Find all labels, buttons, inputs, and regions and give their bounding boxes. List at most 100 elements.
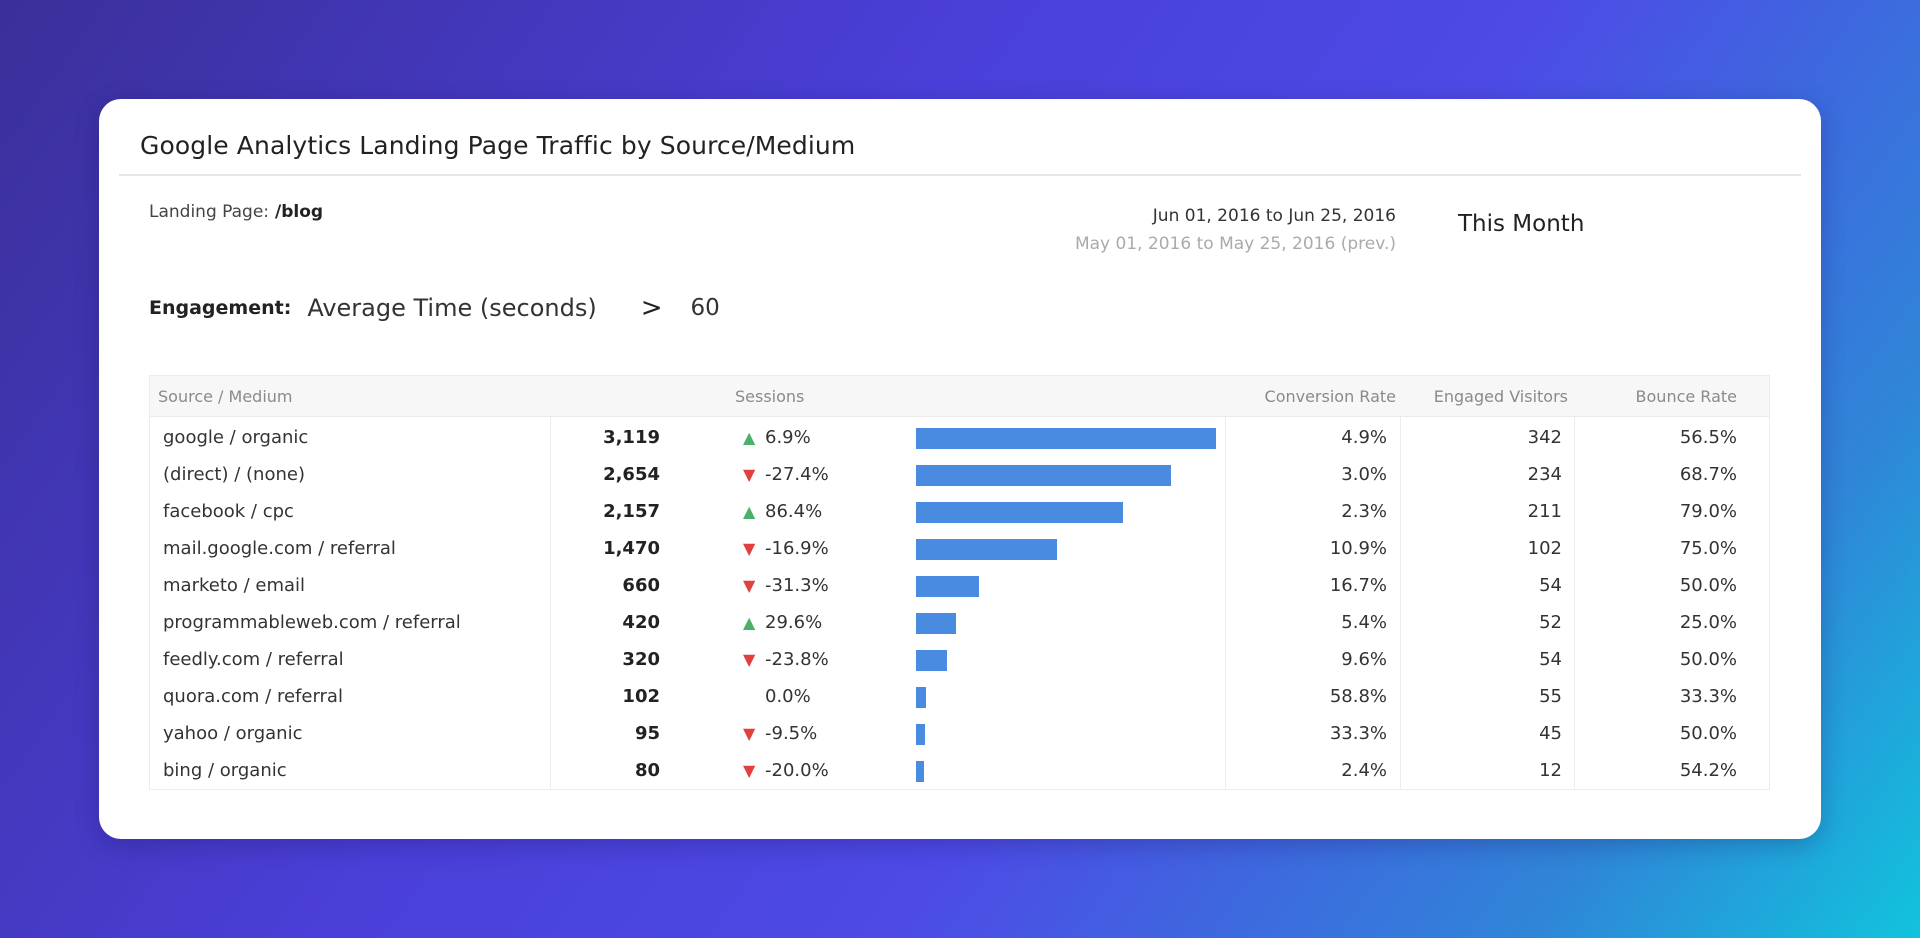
table-row[interactable]: bing / organic 80 ▼ -20.0% 2.4% 12 54.2% — [150, 752, 1769, 789]
conversion-rate: 58.8% — [1329, 686, 1387, 707]
engagement-filter: Engagement: Average Time (seconds) > 60 — [149, 293, 720, 323]
conversion-rate: 33.3% — [1329, 723, 1387, 744]
conversion-rate: 9.6% — [1341, 649, 1387, 670]
engaged-visitors: 342 — [1527, 427, 1562, 448]
change-value: 0.0% — [765, 686, 811, 707]
landing-page-label: Landing Page: — [149, 202, 270, 222]
table-row[interactable]: mail.google.com / referral 1,470 ▼ -16.9% 10… — [150, 530, 1769, 567]
sessions-value: 420 — [622, 612, 660, 633]
sessions-bar — [916, 687, 926, 708]
sessions-bar-track — [916, 761, 1216, 782]
engaged-visitors: 54 — [1539, 575, 1562, 596]
triangle-down-icon: ▼ — [743, 576, 756, 595]
sessions-bar — [916, 724, 926, 745]
sessions-bar-track — [916, 576, 1216, 597]
engaged-visitors: 54 — [1539, 649, 1562, 670]
engagement-threshold: 60 — [690, 295, 720, 321]
period-selector[interactable]: This Month — [1458, 211, 1585, 237]
source-medium: facebook / cpc — [163, 501, 294, 522]
engaged-visitors: 52 — [1539, 612, 1562, 633]
conversion-rate: 5.4% — [1341, 612, 1387, 633]
column-divider — [550, 376, 551, 789]
column-divider — [1400, 376, 1401, 789]
source-medium: bing / organic — [163, 760, 287, 781]
source-medium: feedly.com / referral — [163, 649, 344, 670]
sessions-bar-track — [916, 539, 1216, 560]
sessions-change: ▼ -27.4% — [743, 464, 829, 485]
title-divider — [119, 174, 1801, 176]
sessions-value: 1,470 — [603, 538, 660, 559]
header-engaged-visitors[interactable]: Engaged Visitors — [1433, 387, 1568, 406]
sessions-bar — [916, 650, 947, 671]
sessions-value: 2,157 — [603, 501, 660, 522]
bounce-rate: 25.0% — [1679, 612, 1737, 633]
header-bounce-rate[interactable]: Bounce Rate — [1635, 387, 1737, 406]
sessions-value: 80 — [634, 760, 660, 781]
sessions-bar — [916, 613, 957, 634]
engaged-visitors: 211 — [1527, 501, 1562, 522]
triangle-down-icon: ▼ — [743, 465, 756, 484]
conversion-rate: 16.7% — [1329, 575, 1387, 596]
table-row[interactable]: programmableweb.com / referral 420 ▲ 29.6% 5… — [150, 604, 1769, 641]
bounce-rate: 50.0% — [1679, 575, 1737, 596]
engaged-visitors: 12 — [1539, 760, 1562, 781]
header-sessions[interactable]: Sessions — [735, 387, 805, 406]
change-value: -20.0% — [765, 760, 829, 781]
traffic-table: Source / Medium Sessions Conversion Rate… — [149, 375, 1770, 790]
sessions-bar — [916, 576, 980, 597]
analytics-widget-card: Google Analytics Landing Page Traffic by… — [99, 99, 1821, 839]
bounce-rate: 56.5% — [1679, 427, 1737, 448]
conversion-rate: 2.4% — [1341, 760, 1387, 781]
sessions-change: ▼ -20.0% — [743, 760, 829, 781]
bounce-rate: 68.7% — [1679, 464, 1737, 485]
table-row[interactable]: google / organic 3,119 ▲ 6.9% 4.9% 342 56.5% — [150, 419, 1769, 456]
change-value: -16.9% — [765, 538, 829, 559]
sessions-bar-track — [916, 428, 1216, 449]
header-source[interactable]: Source / Medium — [158, 387, 293, 406]
table-header: Source / Medium Sessions Conversion Rate… — [150, 376, 1769, 417]
engagement-operator: > — [640, 293, 663, 323]
engaged-visitors: 55 — [1539, 686, 1562, 707]
sessions-bar — [916, 428, 1216, 449]
column-divider — [1574, 376, 1575, 789]
change-value: -9.5% — [765, 723, 818, 744]
engaged-visitors: 234 — [1527, 464, 1562, 485]
table-row[interactable]: quora.com / referral 102 0.0% 58.8% 55 33.3% — [150, 678, 1769, 715]
table-row[interactable]: (direct) / (none) 2,654 ▼ -27.4% 3.0% 234 68.7… — [150, 456, 1769, 493]
table-row[interactable]: feedly.com / referral 320 ▼ -23.8% 9.6% 54 50.… — [150, 641, 1769, 678]
sessions-bar — [916, 502, 1124, 523]
sessions-change: ▼ -16.9% — [743, 538, 829, 559]
table-row[interactable]: marketo / email 660 ▼ -31.3% 16.7% 54 50.0% — [150, 567, 1769, 604]
landing-page-value: /blog — [275, 202, 324, 222]
table-body: google / organic 3,119 ▲ 6.9% 4.9% 342 56.5% (d… — [150, 419, 1769, 789]
header-conversion-rate[interactable]: Conversion Rate — [1264, 387, 1396, 406]
table-row[interactable]: yahoo / organic 95 ▼ -9.5% 33.3% 45 50.0% — [150, 715, 1769, 752]
triangle-down-icon: ▼ — [743, 761, 756, 780]
source-medium: yahoo / organic — [163, 723, 303, 744]
triangle-down-icon: ▼ — [743, 650, 756, 669]
change-value: 6.9% — [765, 427, 811, 448]
date-range: Jun 01, 2016 to Jun 25, 2016 May 01, 201… — [1075, 202, 1396, 258]
bounce-rate: 33.3% — [1679, 686, 1737, 707]
sessions-bar — [916, 761, 924, 782]
conversion-rate: 4.9% — [1341, 427, 1387, 448]
change-value: 86.4% — [765, 501, 823, 522]
landing-page-filter: Landing Page:/blog — [149, 202, 323, 222]
column-divider — [1225, 376, 1226, 789]
bounce-rate: 79.0% — [1679, 501, 1737, 522]
sessions-value: 660 — [622, 575, 660, 596]
sessions-bar-track — [916, 650, 1216, 671]
triangle-up-icon: ▲ — [743, 613, 756, 632]
triangle-down-icon: ▼ — [743, 539, 756, 558]
engagement-label: Engagement: — [149, 297, 292, 319]
source-medium: programmableweb.com / referral — [163, 612, 461, 633]
table-row[interactable]: facebook / cpc 2,157 ▲ 86.4% 2.3% 211 79.0% — [150, 493, 1769, 530]
source-medium: (direct) / (none) — [163, 464, 305, 485]
sessions-change: 0.0% — [743, 686, 811, 707]
sessions-bar-track — [916, 724, 1216, 745]
sessions-bar-track — [916, 502, 1216, 523]
engaged-visitors: 102 — [1527, 538, 1562, 559]
triangle-down-icon: ▼ — [743, 724, 756, 743]
triangle-up-icon: ▲ — [743, 502, 756, 521]
bounce-rate: 50.0% — [1679, 723, 1737, 744]
